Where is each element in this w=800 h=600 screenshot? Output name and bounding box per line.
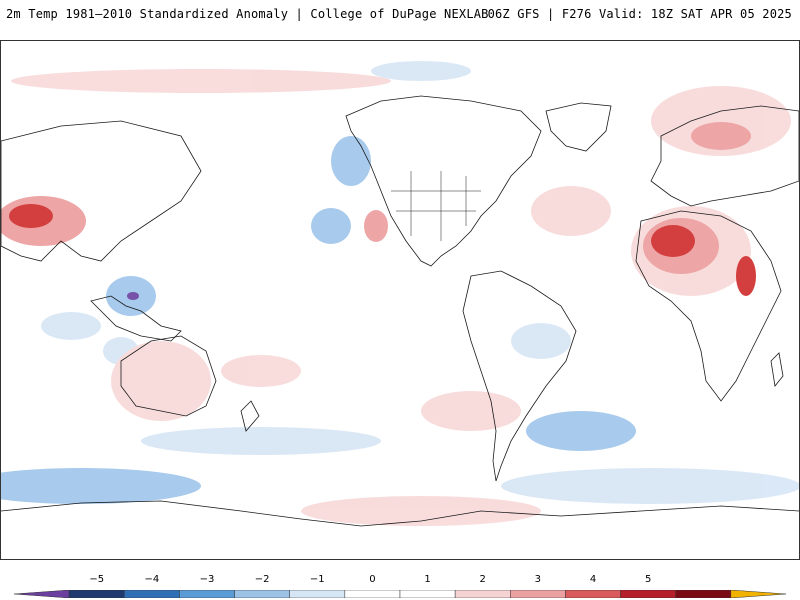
colorbar-tick-label: −4 [144, 574, 160, 585]
southern-ocean-cool [141, 427, 381, 455]
header: 2m Temp 1981–2010 Standardized Anomaly |… [0, 0, 800, 30]
scandinavia-warm [691, 122, 751, 150]
colorbar-tick-label: 1 [424, 574, 431, 585]
run-info: 06Z GFS | F276 Valid: 18Z SAT APR 05 202… [487, 7, 792, 21]
antarctic-warm [301, 496, 541, 526]
colorbar-segment [68, 590, 125, 598]
south-atlantic-cool [526, 411, 636, 451]
colorbar-segment [399, 590, 456, 598]
colorbar-tick-label: 3 [534, 574, 542, 585]
colorbar-segment [675, 590, 732, 598]
atlantic-warm [531, 186, 611, 236]
colorbar-segment [179, 590, 235, 598]
colorbar-tick-label: −3 [199, 574, 215, 585]
colorbar-segment [565, 590, 621, 598]
colorbar-segment [124, 590, 180, 598]
map-panel[interactable] [0, 40, 800, 560]
alaska-cool [331, 136, 371, 186]
colorbar-segment [289, 590, 346, 598]
coastline-layer [1, 95, 799, 527]
colorbar-bar [14, 590, 786, 598]
indian-ocean-cool [41, 312, 101, 340]
australia-outline [120, 335, 217, 417]
east-africa-warm [736, 256, 756, 296]
antarctica-outline [1, 500, 799, 527]
colorbar-segment [14, 590, 70, 598]
africa-outline [635, 210, 782, 402]
central-pacific-warm [221, 355, 301, 387]
colorbar-tick-label: 4 [589, 574, 597, 585]
europe-outline [650, 105, 799, 207]
antarctic-cool-east [501, 468, 799, 504]
greenland-outline [545, 102, 612, 152]
colorbar-segment [234, 590, 290, 598]
colorbar-segment [344, 590, 401, 598]
sahara-core [651, 225, 695, 257]
madagascar-outline [770, 352, 784, 387]
new-zealand-outline [240, 400, 260, 432]
pacific-warm [364, 210, 388, 242]
asia-outline [1, 120, 202, 262]
india-core [9, 204, 53, 228]
us-state-lines [391, 171, 481, 241]
colorbar-tick-label: −5 [89, 574, 105, 585]
arctic-warm-band [11, 69, 391, 93]
map-title: 2m Temp 1981–2010 Standardized Anomaly |… [6, 7, 489, 21]
southeast-asia-islands [90, 295, 182, 342]
colorbar-segment [510, 590, 566, 598]
colorbar-segment [620, 590, 676, 598]
arctic-cool-patch [371, 61, 471, 81]
south-america-outline [462, 270, 577, 482]
colorbar-tick-label: −1 [309, 574, 325, 585]
colorbar-tick-label: 2 [479, 574, 486, 585]
colorbar-legend: −5 −4 −3 −2 −1 0 1 2 3 4 5 [14, 570, 786, 600]
colorbar-segment [454, 590, 511, 598]
antarctic-cool-west [1, 468, 201, 504]
colorbar-tick-label: 5 [644, 574, 652, 585]
colorbar-tick-label: 0 [369, 574, 376, 585]
australia-warm [111, 341, 211, 421]
philippines-core [127, 292, 139, 300]
north-america-outline [345, 95, 542, 267]
pacific-cool [311, 208, 351, 244]
anomaly-map [1, 61, 799, 527]
brazil-cool [511, 323, 571, 359]
europe-warm [651, 86, 791, 156]
anomaly-fill-layer [1, 61, 799, 526]
colorbar-tick-label: −2 [254, 574, 270, 585]
south-pacific-warm [421, 391, 521, 431]
colorbar-segment [730, 590, 786, 598]
